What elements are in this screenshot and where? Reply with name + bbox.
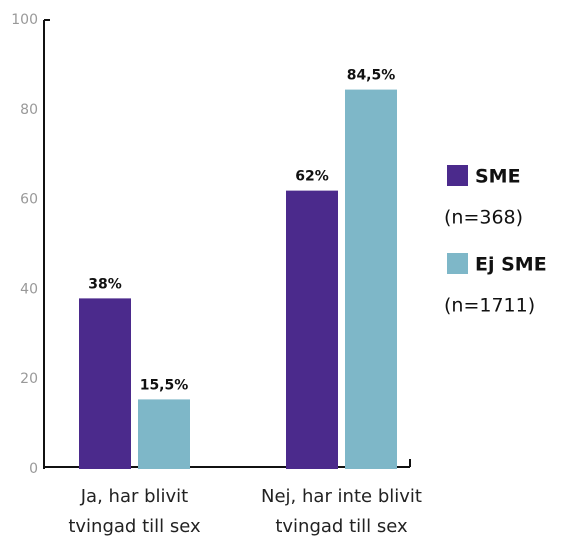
value-label: 62% <box>295 169 329 185</box>
legend-swatch <box>447 253 468 274</box>
y-tick-label: 20 <box>20 371 38 387</box>
y-tick-label: 100 <box>11 12 38 28</box>
y-tick-label: 40 <box>20 281 38 297</box>
value-label: 15,5% <box>140 377 189 393</box>
bar <box>79 298 131 469</box>
y-tick-label: 60 <box>20 192 38 208</box>
legend-label: Ej SME <box>475 254 547 276</box>
x-tick-label: Ja, har blivit <box>80 486 188 507</box>
legend-swatch <box>447 165 468 186</box>
legend-label: SME <box>475 166 521 188</box>
x-tick-label: tvingad till sex <box>68 516 201 537</box>
legend-sample: (n=1711) <box>444 295 535 317</box>
value-label: 84,5% <box>347 68 396 84</box>
y-tick-label: 80 <box>20 102 38 118</box>
x-tick-label: tvingad till sex <box>275 516 408 537</box>
legend-sample: (n=368) <box>444 207 523 229</box>
bar <box>345 89 397 469</box>
x-tick-label: Nej, har inte blivit <box>261 486 422 507</box>
value-label: 38% <box>88 276 122 292</box>
bar <box>286 190 338 469</box>
y-tick-label: 0 <box>29 461 38 477</box>
bar <box>138 399 190 469</box>
